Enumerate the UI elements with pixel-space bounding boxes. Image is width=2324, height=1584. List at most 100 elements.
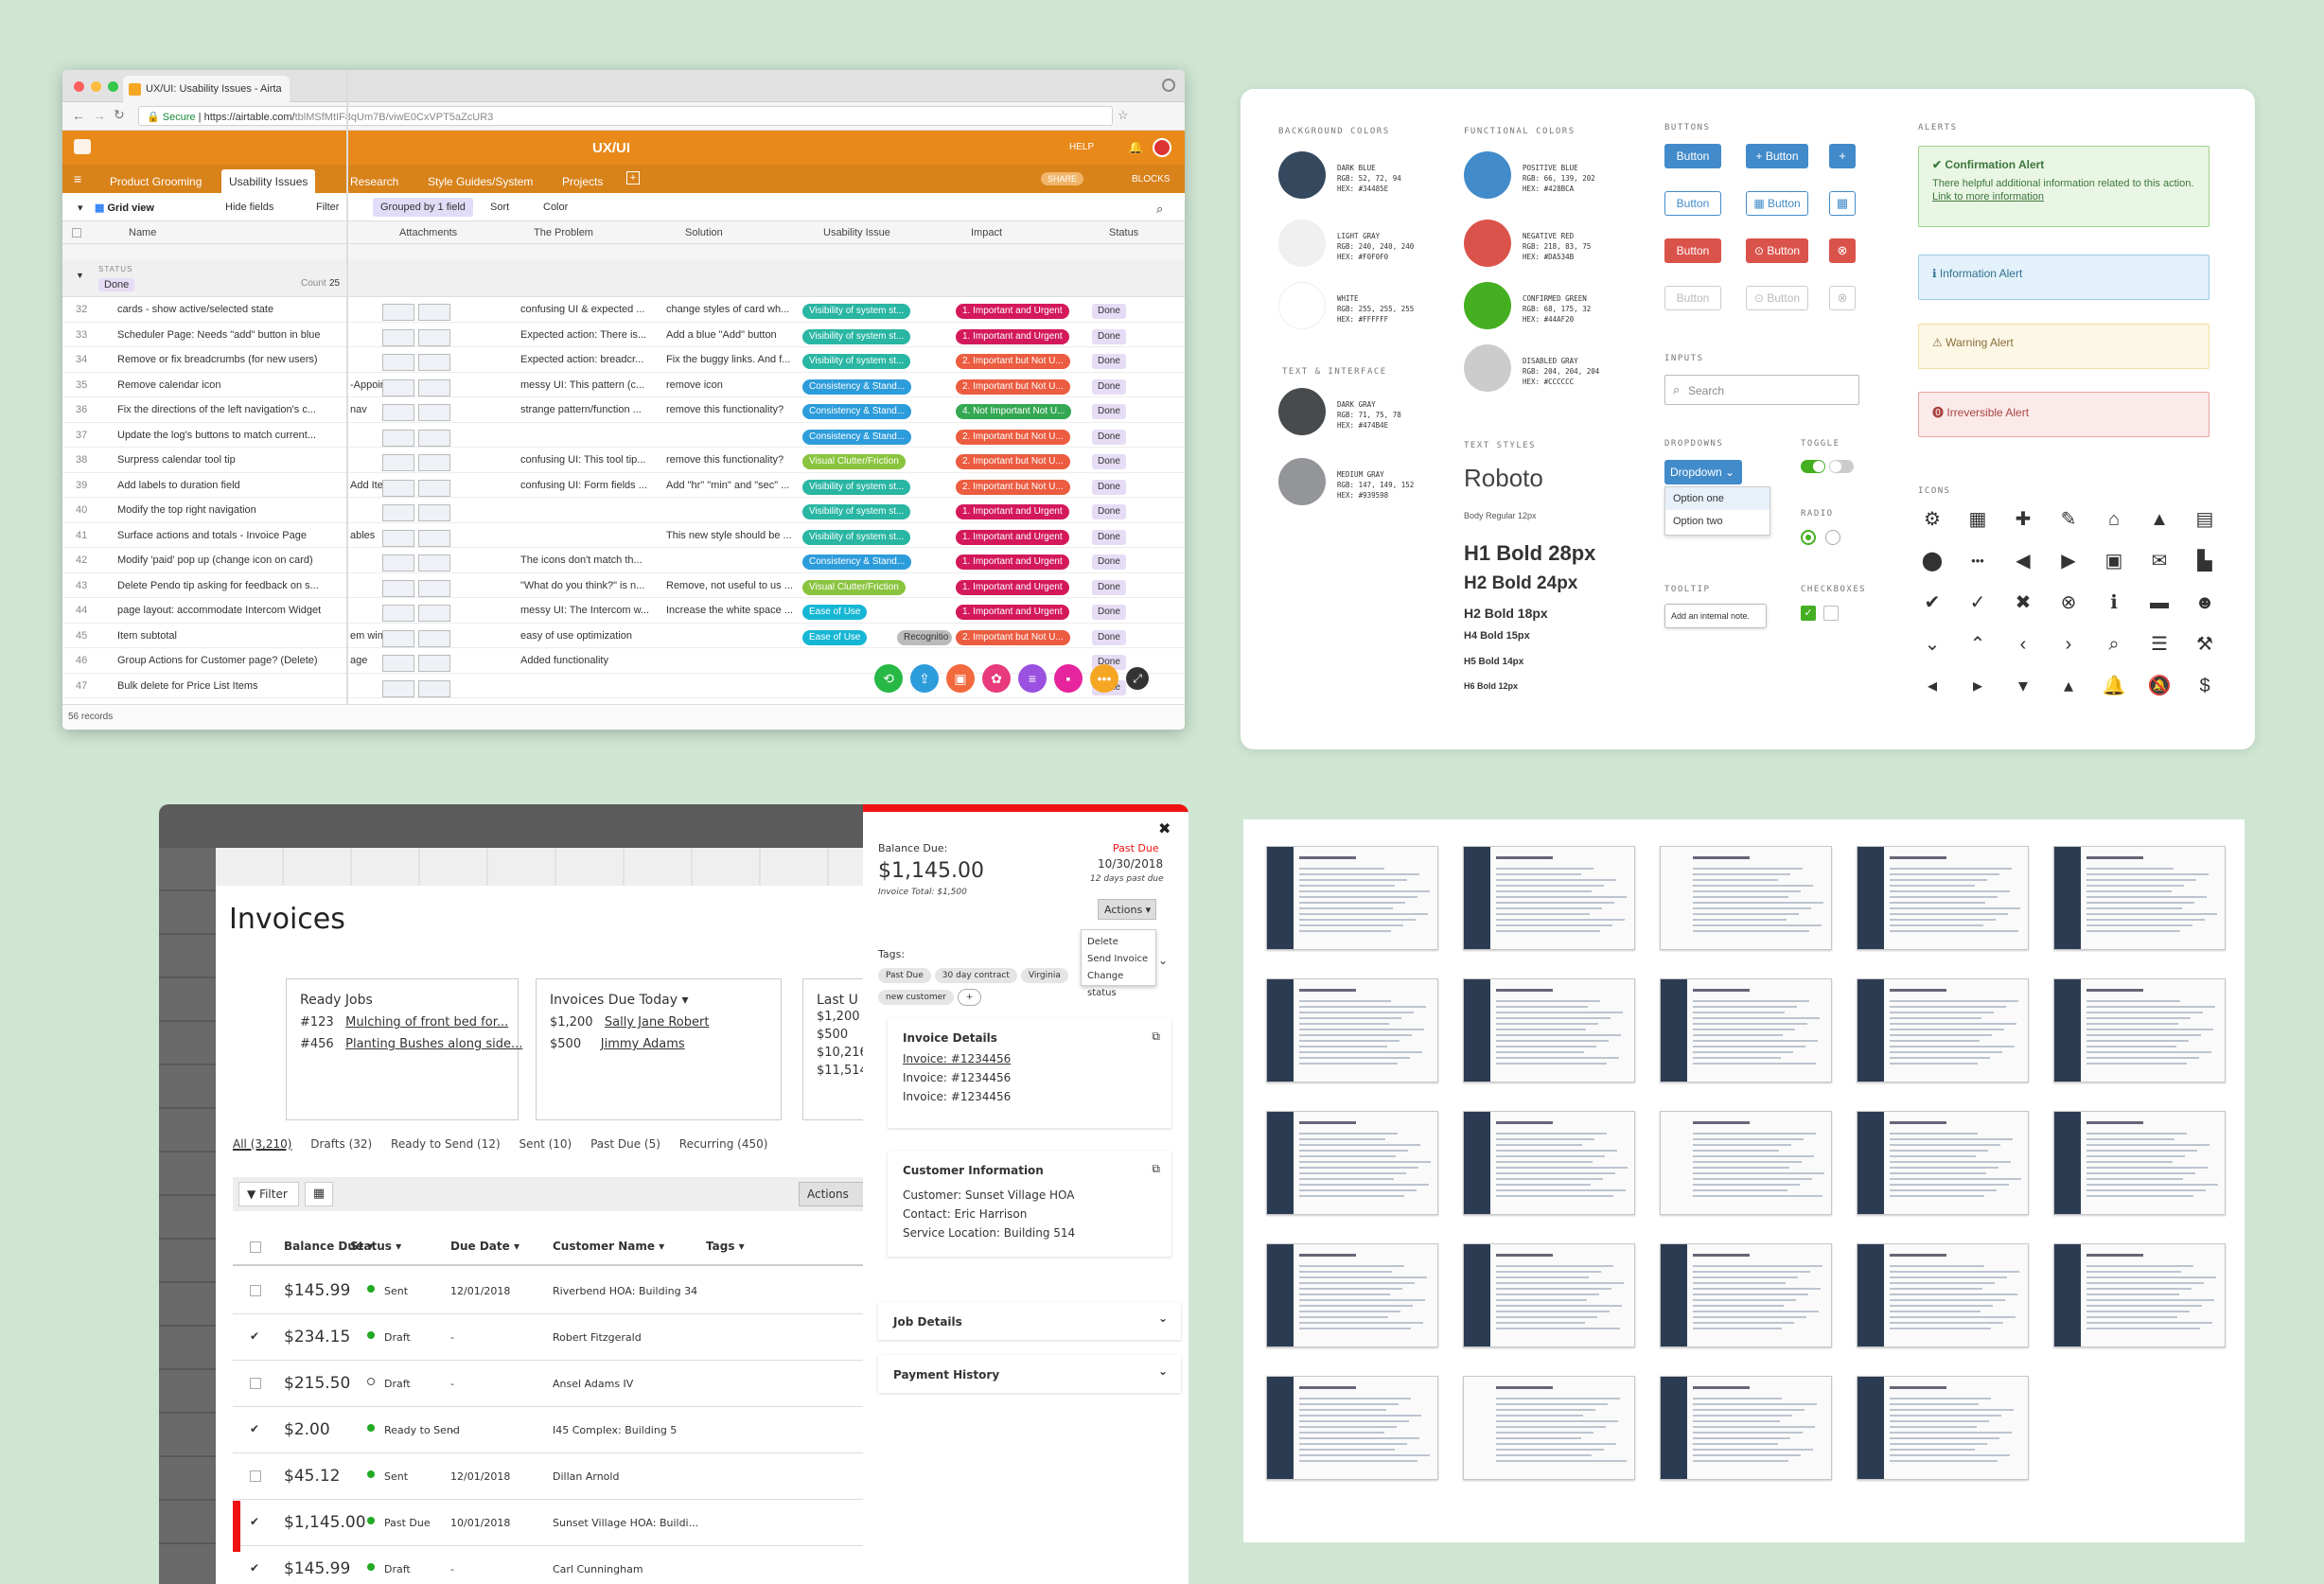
- external-link-icon[interactable]: ⧉: [1152, 1162, 1160, 1175]
- block-fab-more-icon[interactable]: •••: [1090, 664, 1118, 693]
- radio-unselected[interactable]: [1825, 530, 1840, 545]
- invoice-row[interactable]: $215.50 Draft - Ansel Adams IV: [233, 1361, 901, 1407]
- attachment-thumbnail[interactable]: [382, 529, 414, 547]
- sample-icon-button[interactable]: + Button: [1746, 144, 1808, 168]
- record-name[interactable]: cards - show active/selected state: [117, 304, 274, 315]
- solution-cell[interactable]: remove icon: [666, 378, 723, 391]
- airtable-logo-icon[interactable]: [74, 139, 91, 154]
- hide-fields-button[interactable]: Hide fields: [225, 202, 274, 213]
- screen-thumbnail[interactable]: [1660, 978, 1832, 1082]
- record-name[interactable]: Add labels to duration field: [117, 479, 240, 491]
- tab-research[interactable]: Research: [350, 175, 399, 188]
- search-icon[interactable]: ⌕: [1156, 202, 1164, 216]
- invoice-customer[interactable]: Ansel Adams IV: [553, 1378, 634, 1390]
- attachment-thumbnail[interactable]: [418, 378, 450, 396]
- grid-view-button[interactable]: ▦ Grid view: [95, 202, 154, 214]
- table-row[interactable]: 44 page layout: accommodate Intercom Wid…: [62, 598, 1185, 624]
- record-name[interactable]: Modify 'paid' pop up (change icon on car…: [117, 554, 313, 566]
- table-row[interactable]: 45 Item subtotal em win... easy of use o…: [62, 624, 1185, 648]
- table-row[interactable]: 39 Add labels to duration field Add Item…: [62, 473, 1185, 498]
- add-tag-icon[interactable]: +: [957, 989, 982, 1006]
- color-button[interactable]: Color: [543, 202, 569, 213]
- user-avatar[interactable]: [1153, 138, 1171, 157]
- sample-button[interactable]: Button: [1664, 191, 1721, 216]
- calendar-icon[interactable]: ▦: [1829, 191, 1856, 216]
- plus-icon[interactable]: +: [1829, 144, 1856, 168]
- screen-thumbnail[interactable]: [1660, 1243, 1832, 1347]
- solution-cell[interactable]: Fix the buggy links. And f...: [666, 354, 791, 365]
- screen-thumbnail[interactable]: [2053, 1111, 2226, 1215]
- record-name[interactable]: Remove or fix breadcrumbs (for new users…: [117, 354, 318, 365]
- invoice-customer[interactable]: Dillan Arnold: [553, 1470, 620, 1483]
- screen-thumbnail[interactable]: [1463, 1376, 1635, 1480]
- attachment-thumbnail[interactable]: [382, 655, 414, 672]
- tab-recurring[interactable]: Recurring (450): [678, 1137, 768, 1151]
- radio-selected[interactable]: [1801, 530, 1816, 545]
- back-arrow-icon[interactable]: ←: [72, 108, 85, 123]
- row-checkbox[interactable]: ✔: [250, 1561, 260, 1575]
- attachment-thumbnail[interactable]: [418, 679, 450, 697]
- filter-button[interactable]: Filter: [316, 202, 340, 213]
- col-status[interactable]: Status: [1109, 227, 1139, 238]
- solution-cell[interactable]: Add a blue "Add" button: [666, 328, 777, 341]
- attachment-thumbnail[interactable]: [418, 454, 450, 471]
- invoice-row[interactable]: $45.12 Sent 12/01/2018 Dillan Arnold: [233, 1453, 901, 1500]
- menu-change-status[interactable]: Change status: [1087, 971, 1124, 998]
- tags-chevron-icon[interactable]: ⌄: [1158, 954, 1169, 967]
- dropdown-button[interactable]: Dropdown ⌄: [1664, 460, 1742, 484]
- menu-send-invoice[interactable]: Send Invoice: [1087, 954, 1149, 964]
- col-usability-issue[interactable]: Usability Issue: [823, 227, 890, 238]
- row-checkbox[interactable]: [250, 1285, 261, 1296]
- record-name[interactable]: Modify the top right navigation: [117, 504, 256, 516]
- menu-delete[interactable]: Delete: [1087, 937, 1118, 947]
- table-row[interactable]: 42 Modify 'paid' pop up (change icon on …: [62, 548, 1185, 573]
- attachment-thumbnail[interactable]: [418, 328, 450, 346]
- row-checkbox[interactable]: ✔: [250, 1329, 260, 1343]
- external-link-icon[interactable]: ⧉: [1152, 1030, 1160, 1043]
- maximize-window-button[interactable]: [108, 81, 118, 92]
- problem-cell[interactable]: Expected action: There is...: [520, 328, 647, 341]
- views-chevron-icon[interactable]: ▾: [78, 202, 83, 214]
- tab-ready-to-send[interactable]: Ready to Send (12): [391, 1137, 501, 1151]
- problem-cell[interactable]: messy UI: The Intercom w...: [520, 605, 650, 616]
- screen-thumbnail[interactable]: [1857, 1243, 2029, 1347]
- tag-chip[interactable]: Past Due: [878, 968, 931, 983]
- col-name[interactable]: Name: [129, 227, 157, 238]
- close-circle-icon[interactable]: ⊗: [1829, 238, 1856, 263]
- row-checkbox[interactable]: [250, 1378, 261, 1389]
- attachment-thumbnail[interactable]: [418, 554, 450, 572]
- solution-cell[interactable]: remove this functionality?: [666, 454, 784, 466]
- record-name[interactable]: Delete Pendo tip asking for feedback on …: [117, 579, 319, 591]
- table-row[interactable]: 34 Remove or fix breadcrumbs (for new us…: [62, 347, 1185, 373]
- reload-icon[interactable]: ↻: [114, 107, 125, 122]
- row-checkbox[interactable]: [250, 1470, 261, 1482]
- col-status[interactable]: Status ▾: [350, 1240, 402, 1253]
- invoice-row[interactable]: ✔ $145.99 Draft - Carl Cunningham: [233, 1546, 901, 1584]
- table-row[interactable]: 46 Group Actions for Customer page? (Del…: [62, 648, 1185, 674]
- record-name[interactable]: Surpress calendar tool tip: [117, 454, 236, 466]
- attachment-thumbnail[interactable]: [418, 354, 450, 371]
- record-name[interactable]: Update the log's buttons to match curren…: [117, 429, 316, 441]
- due-today-title[interactable]: Invoices Due Today: [550, 993, 678, 1008]
- problem-cell[interactable]: The icons don't match th...: [520, 554, 643, 566]
- checkbox-unchecked[interactable]: [1823, 606, 1839, 621]
- bookmark-star-icon[interactable]: ☆: [1118, 108, 1129, 122]
- sample-icon-button[interactable]: ⊙ Button: [1746, 286, 1808, 310]
- row-checkbox[interactable]: ✔: [250, 1422, 260, 1435]
- tab-all[interactable]: All (3,210): [233, 1137, 292, 1151]
- attachment-thumbnail[interactable]: [418, 605, 450, 622]
- attachment-thumbnail[interactable]: [382, 504, 414, 521]
- base-title[interactable]: UX/UI: [592, 140, 631, 156]
- block-fab-6-icon[interactable]: ▪: [1054, 664, 1083, 693]
- due-customer-link[interactable]: Jimmy Adams: [600, 1037, 685, 1051]
- screen-thumbnail[interactable]: [2053, 1243, 2226, 1347]
- screen-thumbnail[interactable]: [1857, 978, 2029, 1082]
- invoice-row[interactable]: $145.99 Sent 12/01/2018 Riverbend HOA: B…: [233, 1268, 901, 1314]
- attachment-thumbnail[interactable]: [418, 404, 450, 421]
- invoice-row[interactable]: ✔ $234.15 Draft - Robert Fitzgerald: [233, 1314, 901, 1361]
- record-name[interactable]: Remove calendar icon: [117, 378, 221, 391]
- row-checkbox[interactable]: ✔: [250, 1515, 260, 1528]
- record-name[interactable]: Group Actions for Customer page? (Delete…: [117, 655, 318, 666]
- dropdown-option-two[interactable]: Option two: [1673, 516, 1723, 527]
- attachment-thumbnail[interactable]: [382, 304, 414, 321]
